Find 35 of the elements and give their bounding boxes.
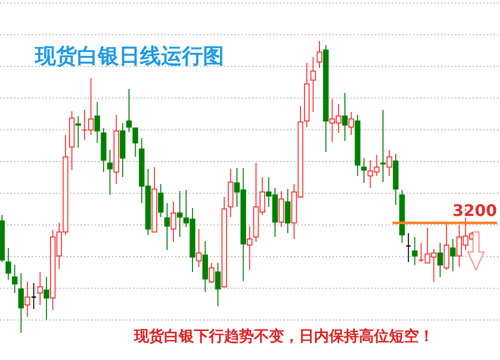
candlestick [177, 190, 183, 238]
candlestick [208, 262, 214, 284]
candlestick [126, 88, 132, 133]
candlestick [437, 242, 443, 278]
candlestick [215, 262, 221, 307]
candlestick [6, 248, 12, 280]
candlestick [94, 102, 100, 144]
candlestick [386, 149, 392, 176]
candlestick [44, 276, 50, 320]
candlestick [380, 109, 386, 183]
candlestick [450, 238, 456, 272]
candlestick [444, 224, 450, 270]
candlestick [12, 264, 18, 294]
candlestick [278, 190, 284, 228]
candlestick [361, 158, 367, 184]
candlestick [348, 111, 354, 136]
candlestick [246, 226, 252, 270]
candlestick [107, 149, 113, 196]
candlestick [316, 40, 322, 68]
candlestick [164, 202, 170, 251]
candlestick [310, 56, 316, 112]
candlestick [75, 116, 81, 148]
candlestick [170, 201, 176, 242]
candlestick [18, 272, 24, 334]
candlestick [412, 236, 418, 266]
candlestick [196, 228, 202, 268]
chart-title: 现货白银日线运行图 [34, 44, 224, 68]
candlestick [24, 281, 30, 318]
candlestick [202, 240, 208, 293]
candlestick [284, 188, 291, 234]
candlestick [37, 271, 43, 306]
candlestick [342, 92, 348, 142]
candlestick [132, 128, 138, 158]
candlestick [158, 184, 164, 218]
annotation: 现货白银下行趋势不变，日内保持高位短空！ [133, 327, 434, 345]
